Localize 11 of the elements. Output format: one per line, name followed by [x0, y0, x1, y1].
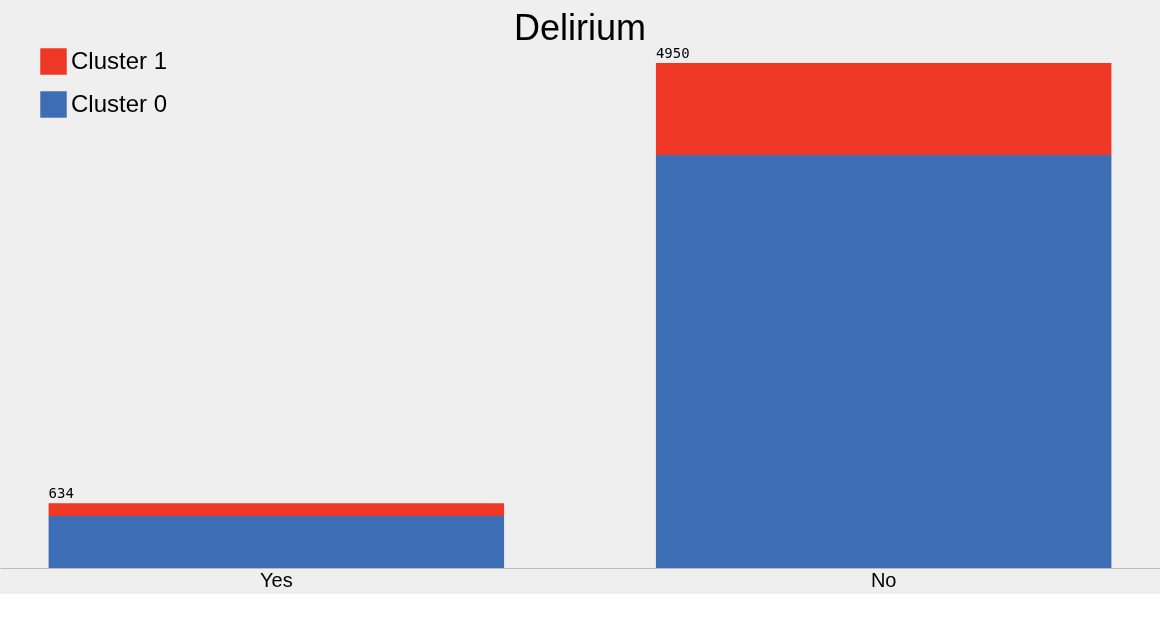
- x-tick-label: Yes: [260, 568, 293, 591]
- legend-label: Cluster 0: [71, 89, 168, 117]
- x-tick-label: No: [870, 568, 897, 591]
- bar: [48, 515, 505, 568]
- bar: [655, 154, 1112, 568]
- legend-label: Cluster 1: [71, 46, 168, 74]
- bar: [655, 63, 1112, 155]
- chart-title: Delirium: [513, 7, 647, 48]
- bar: [48, 503, 505, 516]
- text: 4950: [655, 45, 690, 61]
- annotation: 634: [48, 485, 74, 502]
